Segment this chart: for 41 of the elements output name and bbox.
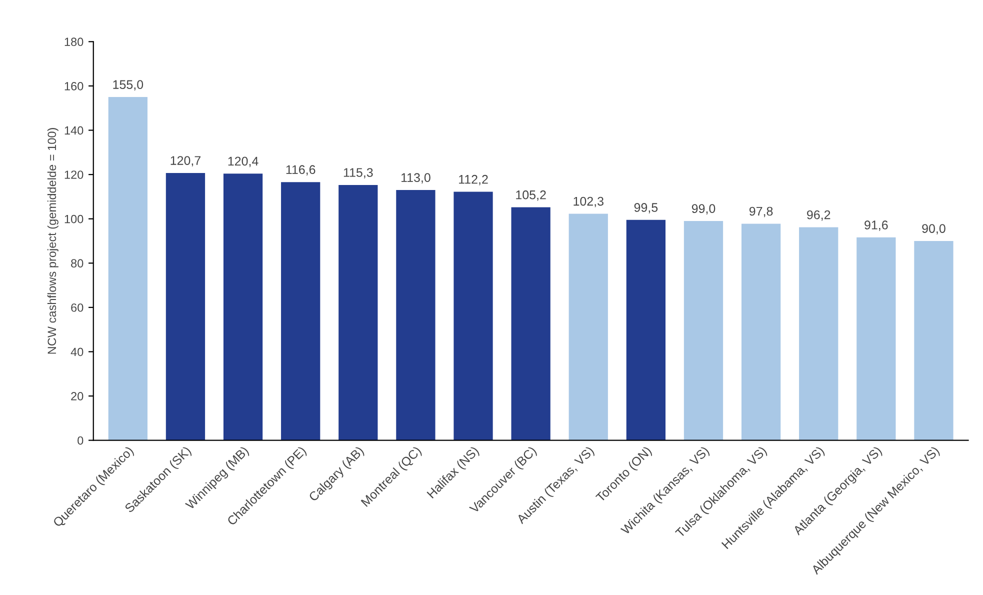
data-label: 113,0 — [401, 173, 430, 184]
data-label: 99,0 — [692, 204, 716, 214]
data-label: 99,5 — [634, 203, 658, 214]
y-tick-label: 80 — [71, 259, 84, 268]
y-tick-label: 120 — [64, 170, 84, 179]
bar — [626, 220, 666, 440]
y-tick-label: 60 — [71, 303, 84, 312]
data-label: 120,7 — [170, 156, 200, 166]
bar — [568, 214, 608, 440]
bar — [741, 224, 781, 440]
bar — [799, 227, 838, 440]
bar — [684, 221, 724, 440]
bar — [166, 172, 206, 440]
bar — [223, 174, 263, 440]
bar — [511, 207, 550, 440]
y-tick-label: 0 — [78, 436, 84, 445]
y-tick-label: 100 — [64, 214, 84, 224]
data-label: 96,2 — [807, 210, 830, 221]
y-tick-label: 20 — [71, 392, 84, 400]
data-label: 97,8 — [749, 206, 773, 218]
y-tick-label: 140 — [64, 126, 84, 135]
data-label: 155,0 — [113, 80, 144, 90]
y-tick-label: 180 — [64, 38, 84, 46]
y-tick-label: 40 — [70, 348, 84, 356]
bar — [108, 97, 148, 440]
data-label: 115,3 — [344, 168, 373, 178]
bar — [396, 190, 436, 440]
bar — [914, 240, 954, 440]
data-label: 105,2 — [516, 190, 546, 201]
y-axis-title: NCW cashflows project (gemiddelde = 100) — [47, 128, 58, 354]
data-label: 116,6 — [286, 165, 316, 176]
data-label: 90,0 — [922, 224, 946, 234]
data-label: 112,2 — [459, 174, 488, 186]
data-label: 102,3 — [574, 196, 604, 208]
bar — [281, 182, 320, 440]
data-label: 120,4 — [228, 156, 258, 168]
bar — [856, 237, 896, 440]
data-label: 91,6 — [864, 220, 888, 231]
bar — [454, 192, 493, 440]
bar — [338, 184, 378, 440]
y-tick-label: 160 — [64, 82, 84, 90]
